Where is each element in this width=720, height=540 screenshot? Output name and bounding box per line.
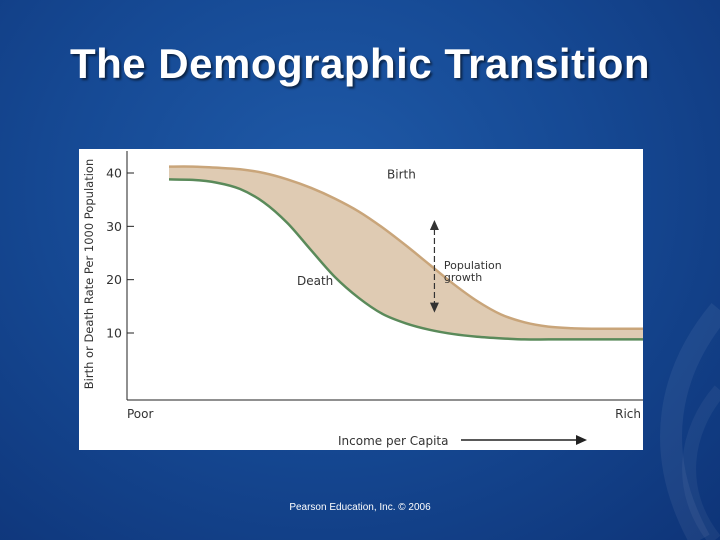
y-tick-label: 20 [106,272,122,287]
chart-panel: Birth Death Population growth 10 20 30 40 Birt… [79,149,643,450]
x-axis-label: Income per Capita [338,434,448,448]
y-tick-label: 30 [106,219,122,234]
copyright-footer: Pearson Education, Inc. © 2006 [289,502,431,513]
death-rate-line [168,178,643,341]
birth-annotation: Birth [387,167,416,181]
death-annotation: Death [297,274,333,288]
x-end-label: Rich [615,407,641,421]
demographic-transition-chart: Birth Death Population growth 10 20 30 40 Birt… [82,151,643,448]
y-axis-label: Birth or Death Rate Per 1000 Population [82,159,96,389]
birth-rate-line [168,165,643,331]
x-axis-arrow [461,435,587,445]
population-growth-annotation: Population growth [444,259,502,284]
y-tick-label: 40 [106,166,122,181]
y-tick-label: 10 [106,326,122,341]
x-start-label: Poor [127,407,153,421]
slide-title: The Demographic Transition [69,40,651,87]
population-growth-area [169,166,643,340]
background-swirl-decoration [660,302,720,540]
population-growth-arrow [429,220,439,313]
